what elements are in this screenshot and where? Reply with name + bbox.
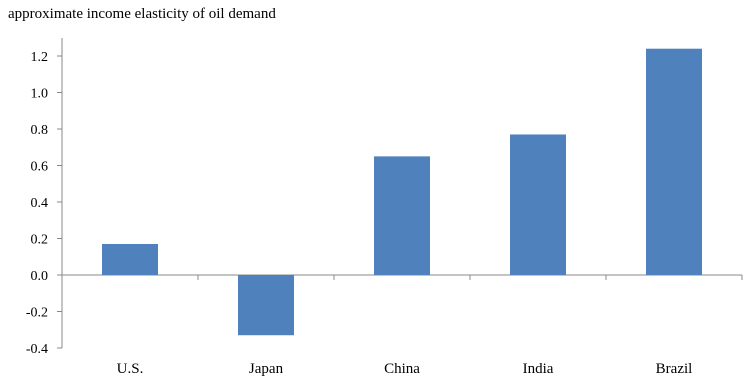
x-tick-label: U.S. bbox=[117, 361, 144, 377]
y-tick-label: 1.0 bbox=[31, 87, 49, 102]
x-tick-labels: U.S. Japan China India Brazil bbox=[117, 361, 693, 377]
bar-japan bbox=[238, 275, 294, 336]
y-tick-label: -0.4 bbox=[26, 342, 48, 357]
bar-china bbox=[374, 156, 430, 275]
y-tick-label: 0.4 bbox=[31, 196, 49, 211]
y-tick-label: 0.8 bbox=[31, 123, 49, 138]
bar-india bbox=[510, 134, 566, 275]
x-tick-label: Japan bbox=[249, 361, 284, 377]
y-tick-label: -0.2 bbox=[26, 306, 48, 321]
y-tick-label: 1.2 bbox=[31, 50, 49, 65]
y-tick-labels: 1.2 1.0 0.8 0.6 0.4 0.2 0.0 -0.2 -0.4 bbox=[26, 50, 48, 357]
x-tick-label: India bbox=[523, 361, 554, 377]
y-tick-label: 0.6 bbox=[31, 160, 49, 175]
bar-us bbox=[102, 243, 158, 275]
y-tick-label: 0.2 bbox=[31, 233, 49, 248]
x-tick-label: China bbox=[384, 361, 420, 377]
x-tick-label: Brazil bbox=[656, 361, 693, 377]
chart-title: approximate income elasticity of oil dem… bbox=[8, 6, 276, 22]
bars bbox=[102, 48, 702, 336]
y-tick-label: 0.0 bbox=[31, 269, 49, 284]
bar-brazil bbox=[646, 48, 702, 276]
